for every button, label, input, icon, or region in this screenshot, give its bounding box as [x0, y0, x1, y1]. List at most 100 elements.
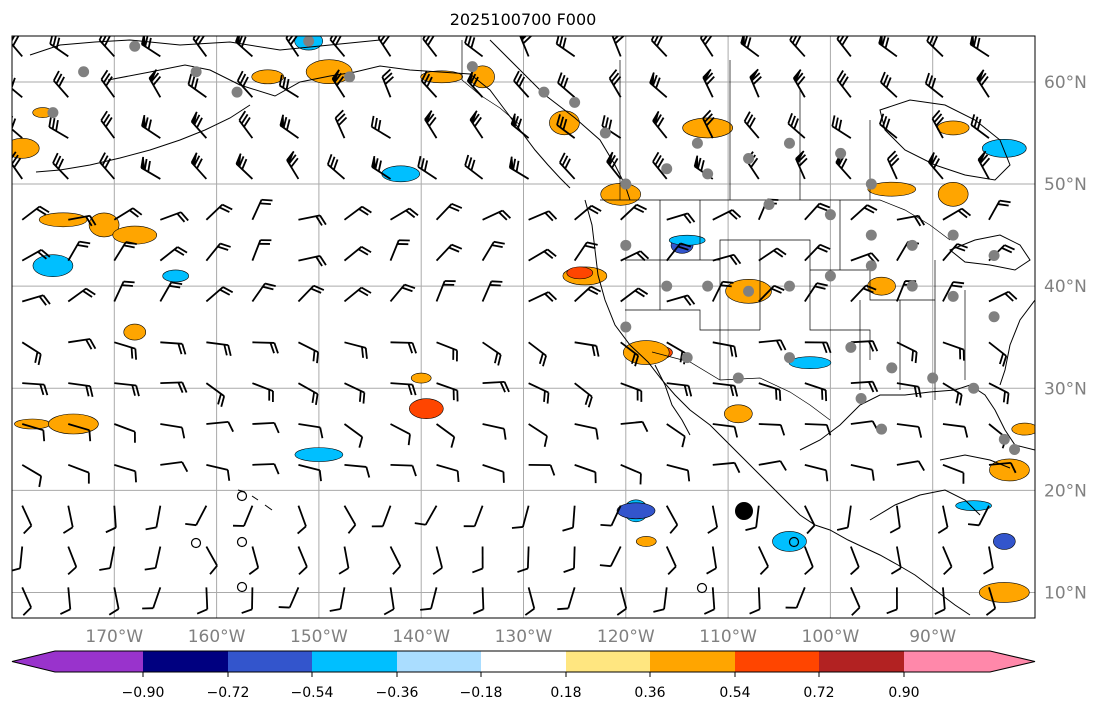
contour-patch	[635, 536, 657, 547]
wind-barb	[803, 546, 814, 576]
wind-barb	[706, 546, 718, 575]
station-dot	[538, 86, 550, 98]
station-dot	[47, 107, 59, 119]
wind-barb	[804, 282, 828, 302]
calm-marker	[735, 502, 753, 520]
wind-barb	[383, 587, 395, 616]
map-title: 2025100700 F000	[449, 10, 597, 29]
station-dot	[845, 341, 857, 353]
wind-barb	[574, 204, 602, 221]
wind-barb	[148, 69, 162, 98]
wind-barb	[251, 282, 276, 302]
wind-barb	[21, 249, 51, 262]
wind-barb	[836, 505, 852, 531]
wind-barb	[481, 280, 503, 302]
wind-barb	[12, 151, 23, 180]
wind-barb	[12, 75, 23, 98]
station-dot	[906, 239, 918, 251]
wind-barb	[205, 286, 234, 303]
wind-barb	[850, 587, 861, 616]
gulf-coast	[799, 384, 1035, 451]
wind-barb	[666, 423, 686, 448]
wind-barb	[804, 463, 829, 482]
wind-barb	[278, 74, 299, 99]
colorbar-tick-label: −0.90	[122, 685, 165, 701]
wind-barb	[113, 280, 135, 302]
wind-barb	[482, 463, 505, 483]
station-dot	[702, 280, 714, 292]
wind-barb	[370, 115, 391, 139]
wind-barb	[435, 202, 463, 221]
wind-barb	[105, 505, 117, 534]
wind-barb	[712, 209, 742, 221]
wind-barb	[236, 70, 254, 98]
wind-barb	[235, 153, 254, 180]
wind-barb	[298, 423, 324, 439]
wind-barb	[49, 36, 69, 58]
station-dot	[763, 198, 775, 210]
wind-barb	[252, 463, 280, 475]
wind-barb	[562, 505, 576, 532]
wind-barb	[652, 110, 668, 139]
station-dot	[743, 153, 755, 165]
wind-barb	[141, 36, 161, 58]
wind-barb	[140, 156, 161, 180]
wind-barb	[937, 505, 949, 534]
colorbar-segment	[143, 651, 228, 672]
wind-barb	[988, 382, 1010, 405]
station-dot	[947, 229, 959, 241]
wind-barb	[251, 198, 273, 221]
contour-patch	[937, 181, 969, 207]
wind-barb	[850, 204, 878, 221]
wind-barb	[511, 505, 530, 529]
calm-circle	[236, 536, 248, 548]
wind-barb	[390, 382, 417, 396]
wind-barb	[435, 280, 456, 302]
wind-barb	[343, 245, 372, 262]
wind-barb	[896, 382, 922, 398]
wind-barb	[286, 150, 300, 180]
wind-barb	[205, 382, 226, 407]
wind-barb	[482, 423, 507, 440]
wind-barb	[436, 463, 460, 482]
wind-barb	[206, 341, 232, 356]
station-dot	[620, 321, 632, 333]
station-dot	[466, 61, 478, 73]
wind-barb	[98, 36, 115, 58]
wind-barb	[850, 340, 879, 352]
wind-barb	[528, 210, 558, 222]
contour-patch	[982, 139, 1027, 158]
lat-tick-label: 60°N	[1044, 73, 1087, 93]
wind-barb	[942, 207, 972, 221]
wind-barb	[649, 72, 668, 98]
wind-barb	[390, 423, 411, 446]
wind-barb	[389, 546, 402, 575]
alaska-coast	[107, 64, 571, 189]
station-dot	[998, 433, 1010, 445]
wind-barb	[159, 246, 188, 262]
wind-barb	[114, 463, 137, 483]
contour-patch	[616, 502, 656, 520]
wind-barb	[988, 290, 1018, 303]
wind-barb	[252, 341, 279, 354]
wind-barbs	[12, 36, 1018, 616]
wind-barb	[831, 115, 852, 139]
wind-barb	[472, 587, 485, 615]
wind-barb	[758, 423, 786, 436]
wind-barb	[68, 338, 97, 350]
wind-barb	[297, 546, 308, 576]
wind-barb	[205, 203, 233, 221]
lat-tick-label: 30°N	[1044, 379, 1087, 399]
wind-barb	[702, 109, 715, 139]
wind-barb	[420, 70, 438, 98]
wind-barb	[850, 463, 875, 481]
wind-barb	[113, 423, 136, 443]
lon-tick-label: 100°W	[802, 627, 860, 647]
wind-barb	[298, 255, 327, 267]
colorbar-extend-low	[12, 651, 55, 672]
wind-barb	[556, 114, 576, 139]
hudson	[879, 99, 1011, 181]
wind-barb	[190, 111, 208, 139]
wind-barb	[924, 72, 944, 98]
wind-barb	[608, 69, 622, 98]
